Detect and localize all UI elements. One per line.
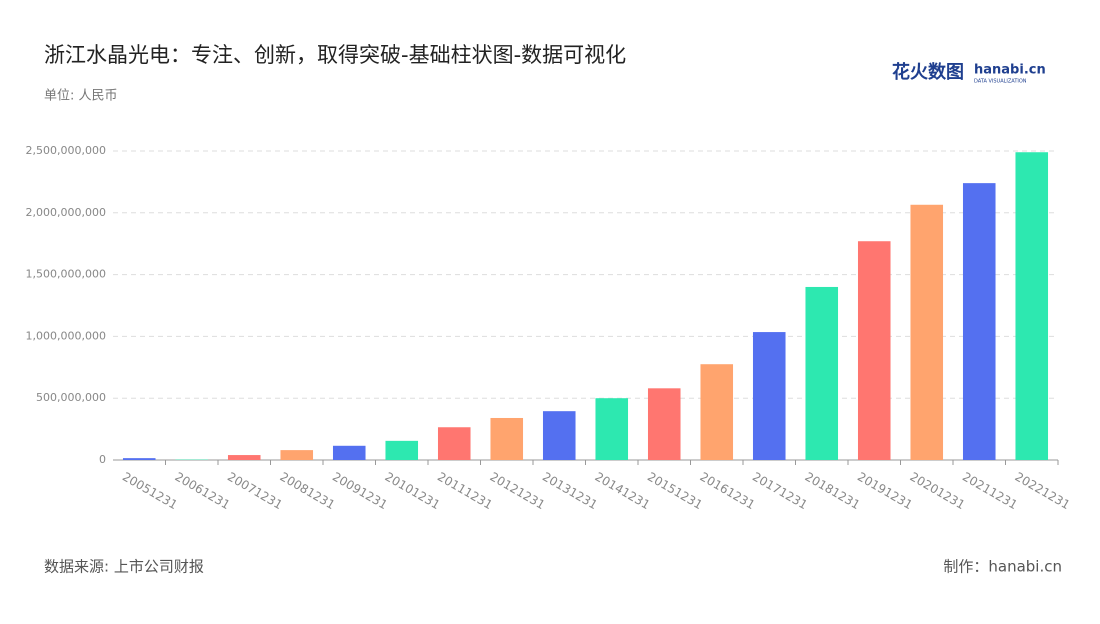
x-tick-label: 20131231	[540, 470, 600, 513]
bar	[648, 388, 681, 460]
x-tick-label: 20221231	[1013, 470, 1073, 513]
x-tick-label: 20151231	[645, 470, 705, 513]
y-tick-label: 2,500,000,000	[26, 144, 106, 157]
x-tick-label: 20061231	[173, 470, 233, 513]
x-tick-label: 20121231	[488, 470, 548, 513]
chart-subtitle: 单位: 人民币	[44, 89, 118, 104]
bar	[595, 398, 628, 460]
x-tick-label: 20141231	[593, 470, 653, 513]
credit: 制作：hanabi.cn	[943, 558, 1062, 576]
x-tick-label: 20171231	[750, 470, 810, 513]
x-tick-label: 20051231	[120, 470, 180, 513]
bar	[333, 446, 366, 460]
bar	[438, 427, 471, 460]
bar	[280, 450, 313, 460]
x-tick-label: 20211231	[960, 470, 1020, 513]
x-tick-label: 20181231	[803, 470, 863, 513]
y-tick-label: 2,000,000,000	[26, 206, 106, 219]
x-tick-label: 20201231	[908, 470, 968, 513]
x-tick-label: 20191231	[855, 470, 915, 513]
bar	[700, 364, 733, 460]
y-tick-label: 1,500,000,000	[26, 268, 106, 281]
bar	[123, 458, 156, 460]
logo-tagline: DATA VISUALIZATION	[974, 79, 1027, 85]
x-tick-label: 20081231	[278, 470, 338, 513]
bar	[1015, 152, 1048, 460]
y-tick-label: 500,000,000	[36, 391, 106, 404]
x-tick-label: 20111231	[435, 470, 495, 513]
x-tick-label: 20091231	[330, 470, 390, 513]
source: 数据来源: 上市公司财报	[44, 558, 204, 576]
logo-text: 花火数图	[892, 61, 964, 83]
bar	[385, 441, 418, 460]
bar	[858, 241, 891, 460]
chart-title: 浙江水晶光电：专注、创新，取得突破-基础柱状图-数据可视化	[44, 43, 626, 67]
bar	[910, 205, 943, 460]
bar	[490, 418, 523, 460]
y-tick-label: 1,000,000,000	[26, 329, 106, 342]
bar	[228, 455, 261, 460]
bar	[543, 411, 576, 460]
bar	[963, 183, 996, 460]
bar	[753, 332, 786, 460]
x-tick-label: 20161231	[698, 470, 758, 513]
x-tick-label: 20101231	[383, 470, 443, 513]
bar	[805, 287, 838, 460]
x-tick-label: 20071231	[225, 470, 285, 513]
logo-brand: hanabi.cn	[974, 63, 1046, 78]
y-tick-label: 0	[99, 453, 106, 466]
